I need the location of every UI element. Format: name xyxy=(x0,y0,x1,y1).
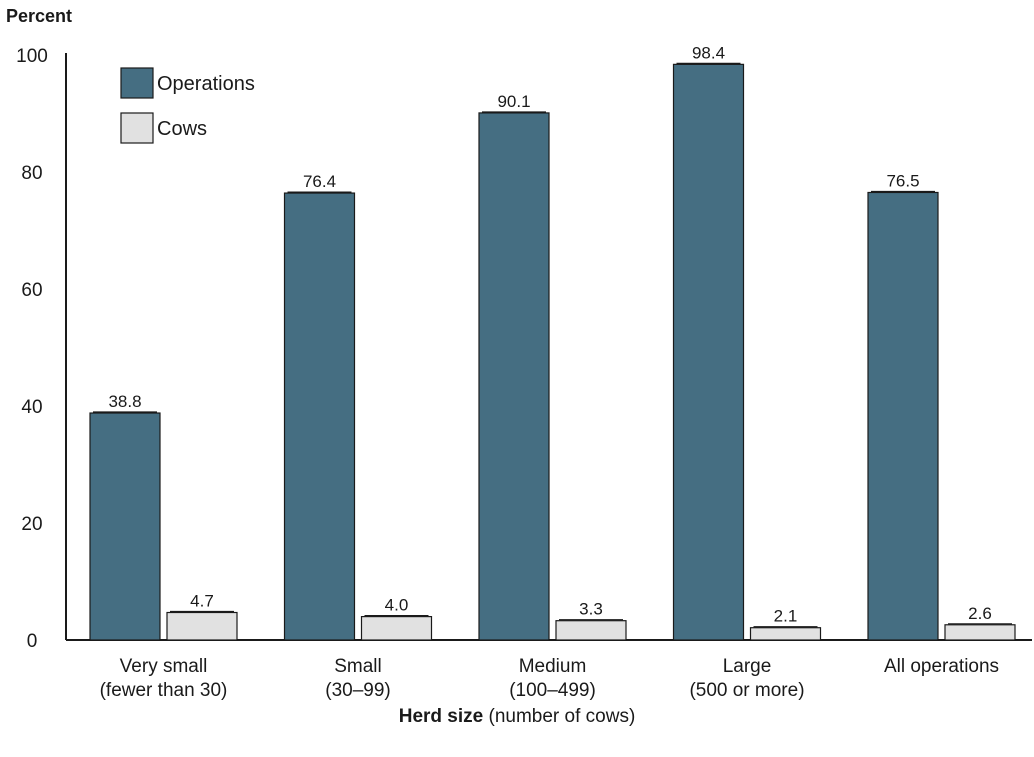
bars xyxy=(89,63,1016,641)
bar-cows xyxy=(166,611,238,641)
data-label: 3.3 xyxy=(579,600,603,619)
legend-swatch xyxy=(120,67,154,99)
data-label: 38.8 xyxy=(108,392,141,411)
category-label: Small xyxy=(334,656,382,677)
category-label: (500 or more) xyxy=(689,680,804,701)
category-label: (fewer than 30) xyxy=(100,680,228,701)
x-axis-title-bold: Herd size xyxy=(398,706,484,727)
legend-label: Operations xyxy=(157,73,255,95)
bar-cows xyxy=(555,620,627,641)
y-tick-label: 80 xyxy=(21,163,42,184)
bar-operations xyxy=(478,112,550,641)
bar-cows xyxy=(360,615,433,641)
legend-swatch xyxy=(120,112,154,144)
data-label: 76.5 xyxy=(886,171,919,190)
legend-label: Cows xyxy=(157,118,207,140)
category-label: Very small xyxy=(120,656,208,677)
legend: Operations Cows xyxy=(120,67,255,144)
category-label: Large xyxy=(723,656,772,677)
bar-operations xyxy=(867,191,939,641)
data-labels: 38.8 4.7 76.4 4.0 90.1 3.3 98.4 2.1 76.5 2.6 xyxy=(93,43,1012,628)
data-label: 4.7 xyxy=(190,592,214,611)
data-label: 90.1 xyxy=(497,92,530,111)
category-label: All operations xyxy=(884,656,999,677)
y-tick-label: 100 xyxy=(16,46,48,67)
bar-cows xyxy=(944,624,1016,641)
category-label: Medium xyxy=(519,656,587,677)
bar-operations xyxy=(283,192,356,641)
bar-operations xyxy=(672,63,745,641)
x-axis-title-rest: (number of cows) xyxy=(483,706,636,727)
data-label: 4.0 xyxy=(385,596,409,615)
bar-operations xyxy=(89,412,161,641)
y-tick-label: 0 xyxy=(27,631,38,652)
y-axis-title: Percent xyxy=(6,6,73,26)
data-label: 2.6 xyxy=(968,604,992,623)
y-tick-label: 60 xyxy=(21,280,42,301)
data-label: 76.4 xyxy=(303,172,336,191)
category-label: (30–99) xyxy=(325,680,391,701)
bar-cows xyxy=(749,627,822,641)
axes: 0 20 40 60 80 100 Very small (fewer than 30) Sma… xyxy=(16,46,1032,701)
x-axis-title: Herd size (number of cows) xyxy=(0,706,1034,728)
category-label: (100–499) xyxy=(509,680,596,701)
data-label: 2.1 xyxy=(774,607,798,626)
data-label: 98.4 xyxy=(692,43,725,62)
y-tick-label: 20 xyxy=(21,514,42,535)
y-tick-label: 40 xyxy=(21,397,42,418)
